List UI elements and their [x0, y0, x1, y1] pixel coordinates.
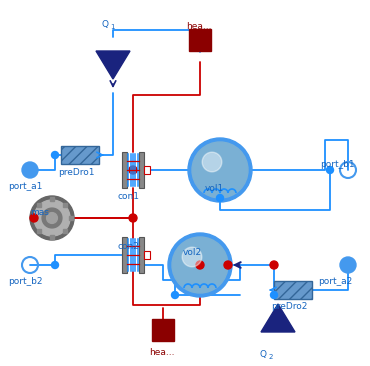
Bar [50, 197, 54, 201]
Bar [139, 237, 144, 273]
Text: hea...: hea... [149, 348, 175, 357]
Circle shape [172, 237, 228, 293]
Circle shape [51, 152, 58, 158]
Circle shape [202, 152, 222, 172]
Circle shape [182, 247, 202, 267]
Text: vol2: vol2 [183, 248, 202, 257]
Text: port_b1: port_b1 [320, 160, 354, 169]
Circle shape [192, 142, 248, 198]
Polygon shape [96, 51, 130, 79]
Circle shape [172, 291, 178, 299]
Text: 1: 1 [110, 24, 114, 30]
Bar [69, 216, 73, 220]
Text: Q: Q [260, 350, 267, 359]
Text: 2: 2 [269, 354, 273, 360]
Text: vol1: vol1 [205, 184, 224, 193]
Text: mas: mas [30, 208, 49, 217]
Circle shape [224, 261, 232, 269]
Bar [63, 202, 67, 206]
Text: hea...: hea... [186, 22, 212, 31]
Circle shape [270, 291, 278, 299]
Bar [61, 146, 99, 164]
Text: con1: con1 [118, 192, 140, 201]
Bar [37, 202, 41, 206]
Text: con2: con2 [118, 242, 140, 251]
Circle shape [340, 257, 356, 273]
Circle shape [129, 166, 137, 174]
Text: Q: Q [101, 20, 108, 29]
Circle shape [30, 196, 74, 240]
Circle shape [34, 200, 70, 236]
Circle shape [51, 261, 58, 269]
Text: port_a1: port_a1 [8, 182, 43, 191]
Circle shape [196, 261, 204, 269]
Circle shape [30, 214, 38, 222]
Circle shape [22, 162, 38, 178]
Bar [122, 152, 127, 188]
Text: preDro1: preDro1 [58, 168, 94, 177]
Bar [139, 152, 144, 188]
Text: port_a2: port_a2 [318, 277, 352, 286]
Bar [144, 251, 150, 259]
Circle shape [216, 194, 223, 202]
Text: preDro2: preDro2 [271, 302, 307, 311]
Bar [144, 166, 150, 174]
Bar [31, 216, 35, 220]
Bar [37, 229, 41, 234]
Circle shape [188, 138, 252, 202]
Bar [122, 237, 127, 273]
Circle shape [168, 233, 232, 297]
Circle shape [42, 208, 62, 228]
Bar [50, 235, 54, 239]
Polygon shape [261, 304, 295, 332]
Bar [152, 319, 174, 341]
Circle shape [326, 167, 333, 173]
Bar [274, 281, 312, 299]
Circle shape [47, 213, 57, 223]
Text: port_b2: port_b2 [8, 277, 43, 286]
Circle shape [270, 261, 278, 269]
Bar [63, 229, 67, 234]
Bar [189, 29, 211, 51]
Circle shape [129, 214, 137, 222]
